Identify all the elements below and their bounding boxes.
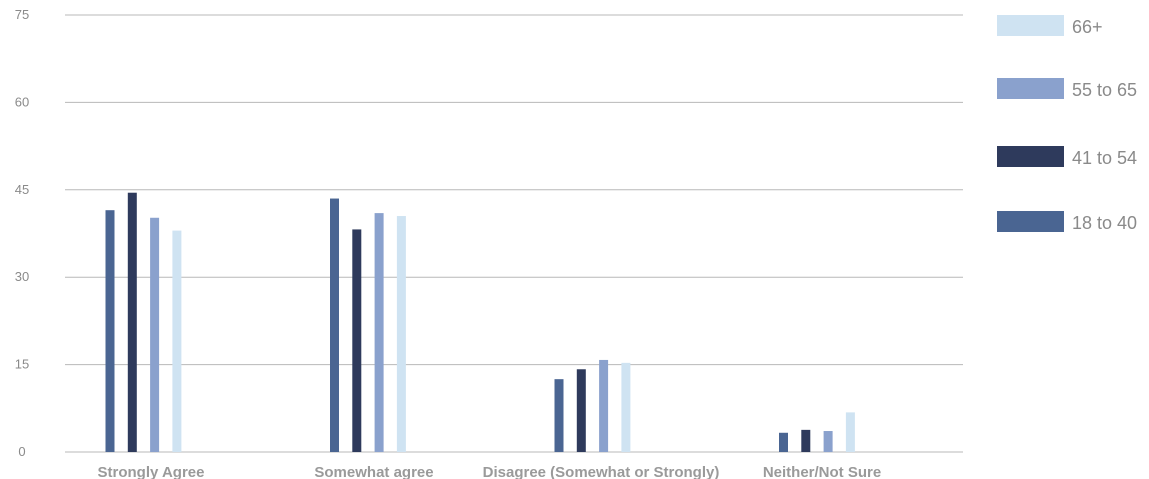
bar bbox=[554, 379, 564, 452]
bar bbox=[779, 432, 788, 452]
legend-label: 55 to 65 bbox=[1072, 80, 1137, 100]
y-tick-label: 15 bbox=[15, 357, 29, 372]
bar bbox=[374, 213, 384, 452]
category-label: Strongly Agree bbox=[98, 464, 205, 479]
bar bbox=[599, 359, 609, 452]
bar bbox=[330, 198, 339, 452]
bar bbox=[396, 216, 406, 452]
legend-label: 18 to 40 bbox=[1072, 213, 1137, 233]
bar bbox=[127, 192, 137, 453]
y-tick-label: 0 bbox=[18, 444, 25, 459]
legend-label: 66+ bbox=[1072, 17, 1103, 37]
legend-swatch bbox=[997, 15, 1064, 36]
y-tick-label: 45 bbox=[15, 182, 29, 197]
legend-swatch bbox=[997, 211, 1064, 232]
y-axis-ticks: 0 15 30 45 60 75 bbox=[15, 7, 29, 459]
bar bbox=[172, 230, 182, 452]
category-label: Disagree (Somewhat or Strongly) bbox=[483, 464, 720, 479]
bar bbox=[576, 369, 586, 452]
legend-swatch bbox=[997, 78, 1064, 99]
bar bbox=[352, 229, 362, 452]
y-tick-label: 30 bbox=[15, 269, 29, 284]
bar bbox=[105, 210, 115, 452]
legend: 66+ 55 to 65 41 to 54 18 to 40 bbox=[997, 15, 1137, 233]
bars bbox=[105, 192, 855, 453]
category-label: Neither/Not Sure bbox=[763, 464, 881, 479]
bar bbox=[845, 412, 855, 452]
bar bbox=[801, 429, 811, 452]
y-tick-label: 60 bbox=[15, 94, 29, 109]
bar bbox=[621, 362, 631, 452]
y-tick-label: 75 bbox=[15, 7, 29, 22]
legend-swatch bbox=[997, 146, 1064, 167]
category-label: Somewhat agree bbox=[314, 464, 433, 479]
legend-label: 41 to 54 bbox=[1072, 148, 1137, 168]
bar bbox=[150, 217, 160, 452]
category-labels: Strongly Agree Somewhat agree Disagree (So… bbox=[98, 464, 882, 479]
gridlines bbox=[65, 14, 963, 453]
bar bbox=[823, 431, 833, 452]
